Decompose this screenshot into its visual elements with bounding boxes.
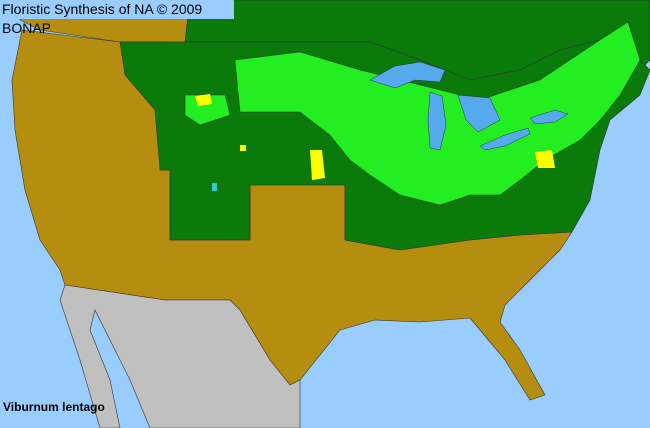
map-title: Floristic Synthesis of NA © 2009 BONAP <box>0 0 234 36</box>
lake-michigan <box>427 91 447 151</box>
species-name: Viburnum lentago <box>3 400 105 414</box>
lake-erie <box>479 127 531 151</box>
lake-huron <box>457 94 501 133</box>
great-lakes <box>369 61 569 151</box>
montana-green-patch <box>184 94 231 126</box>
lake-superior <box>369 61 446 89</box>
rare-county-virginia <box>535 150 555 168</box>
rare-county-montana <box>195 94 212 106</box>
colorado-county-cyan <box>212 183 217 191</box>
lake-ontario <box>529 109 569 125</box>
rare-county-iowa <box>240 145 246 151</box>
mexico <box>59 284 301 428</box>
rare-county-nebraska <box>310 150 325 180</box>
